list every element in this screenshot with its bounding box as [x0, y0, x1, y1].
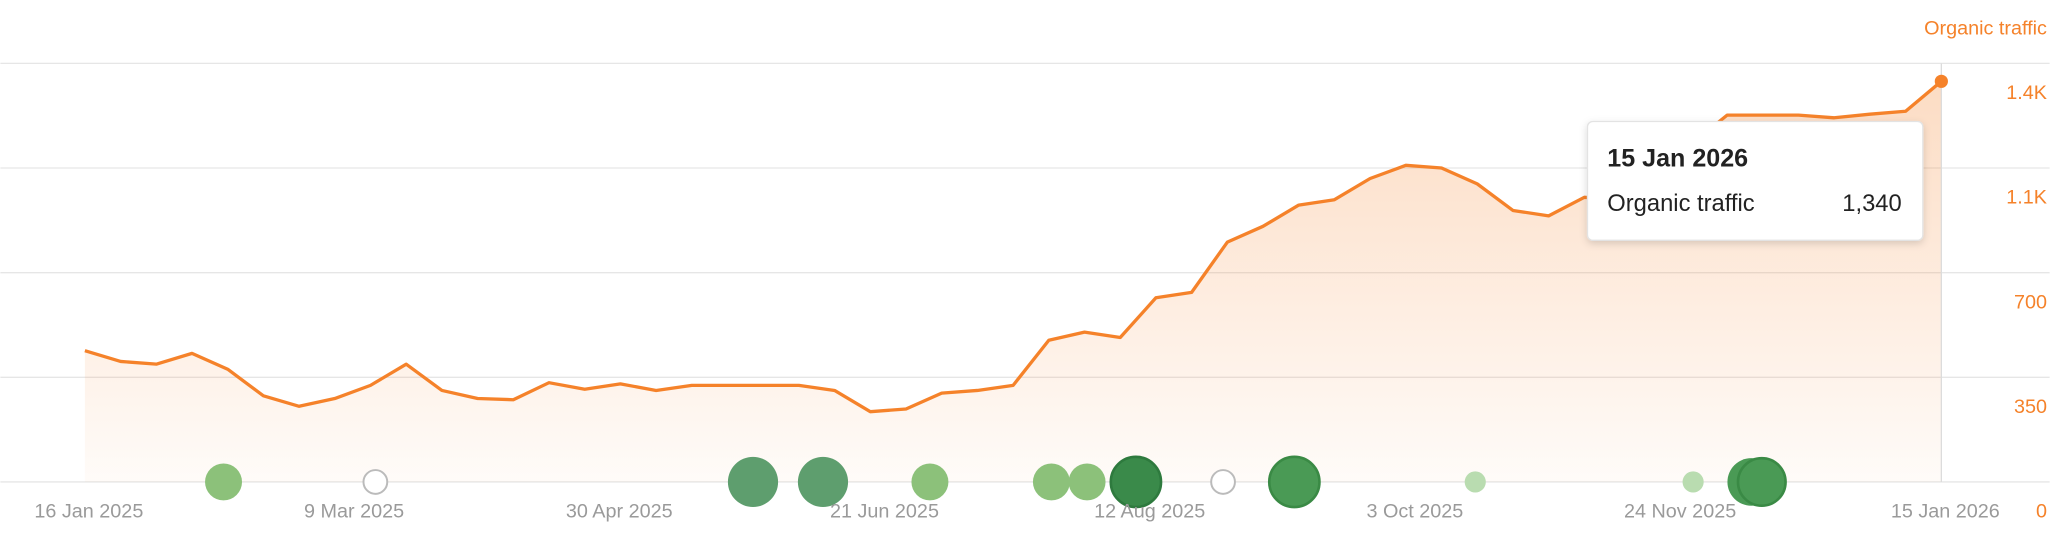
x-tick-label: 15 Jan 2026 — [1891, 501, 2000, 523]
event-marker[interactable] — [1736, 456, 1787, 508]
x-tick-label: 21 Jun 2025 — [830, 501, 939, 523]
area — [84, 81, 1942, 482]
y-tick-label: 350 — [2014, 396, 2047, 418]
event-marker[interactable] — [1068, 463, 1106, 501]
tooltip: 15 Jan 2026 Organic traffic 1,340 — [1586, 120, 1924, 241]
event-marker[interactable] — [911, 463, 949, 501]
event-marker[interactable] — [797, 456, 849, 508]
hover-point — [1934, 74, 1948, 88]
x-tick-label: 9 Mar 2025 — [304, 501, 404, 523]
x-tick-label: 16 Jan 2025 — [34, 501, 143, 523]
event-marker[interactable] — [1464, 471, 1486, 493]
event-marker[interactable] — [1032, 463, 1070, 501]
event-marker[interactable] — [205, 463, 243, 501]
tooltip-box — [1586, 120, 1924, 241]
x-tick-label: 3 Oct 2025 — [1366, 501, 1463, 523]
y-tick-label: 1.4K — [2006, 82, 2047, 104]
y-tick-label: 1.1K — [2006, 187, 2047, 209]
tooltip-value: 1,340 — [1842, 190, 1901, 217]
tooltip-title: 15 Jan 2026 — [1607, 144, 1748, 172]
x-tick-label: 30 Apr 2025 — [566, 501, 673, 523]
x-tick-label: 24 Nov 2025 — [1624, 501, 1736, 523]
google-update-marker[interactable] — [362, 469, 389, 495]
event-marker[interactable] — [1267, 455, 1321, 509]
y-axis-label: Organic traffic — [1924, 17, 2047, 39]
tooltip-series-name: Organic traffic — [1607, 190, 1755, 217]
y-tick-label: 700 — [2014, 291, 2047, 313]
y-tick-label: 0 — [2036, 501, 2047, 523]
event-markers — [205, 455, 1787, 509]
event-marker[interactable] — [1682, 471, 1704, 493]
event-marker[interactable] — [1109, 455, 1163, 509]
x-tick-label: 12 Aug 2025 — [1094, 501, 1205, 523]
google-update-marker[interactable] — [1210, 469, 1236, 495]
event-marker[interactable] — [727, 456, 779, 508]
